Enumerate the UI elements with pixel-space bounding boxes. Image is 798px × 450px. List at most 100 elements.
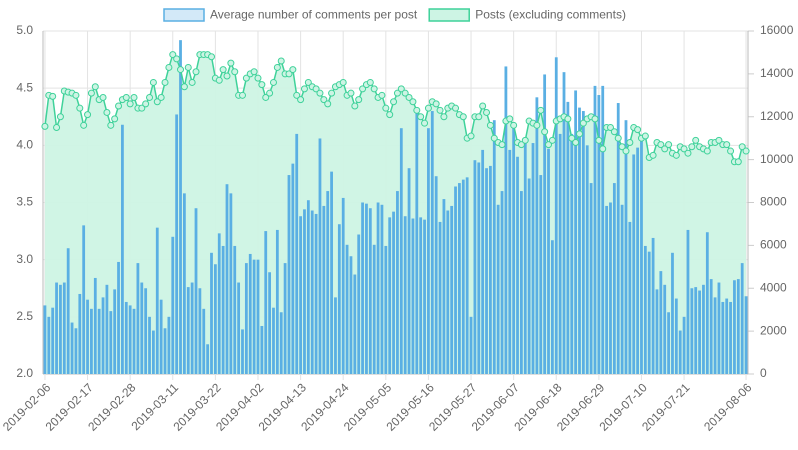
point — [680, 145, 688, 153]
bar — [179, 40, 182, 374]
point — [293, 91, 301, 99]
bar — [175, 114, 179, 375]
point — [269, 78, 277, 86]
bar — [299, 216, 302, 374]
bar — [411, 218, 415, 374]
bar — [237, 282, 241, 374]
point — [436, 106, 444, 114]
bar — [597, 95, 601, 374]
point — [184, 63, 192, 71]
bar — [136, 263, 140, 374]
bar — [244, 263, 248, 374]
bar — [213, 264, 217, 374]
point — [273, 63, 281, 71]
bar — [117, 261, 120, 374]
y2-tick-label: 14000 — [760, 66, 794, 80]
point — [250, 68, 258, 76]
point — [579, 119, 587, 127]
point — [49, 92, 57, 100]
bar — [272, 307, 275, 374]
point — [703, 147, 711, 155]
point — [87, 89, 95, 97]
point — [359, 85, 367, 93]
bar — [489, 165, 492, 374]
point — [548, 136, 556, 144]
bar — [357, 234, 361, 374]
y-tick-label: 3.5 — [16, 195, 33, 209]
bar — [550, 240, 554, 374]
bar — [361, 202, 364, 374]
bar — [519, 191, 523, 374]
bar — [562, 72, 566, 374]
point — [715, 136, 723, 144]
point — [254, 74, 262, 82]
point — [177, 66, 185, 74]
point — [219, 66, 227, 74]
bar — [202, 308, 206, 374]
bar — [225, 184, 229, 374]
point — [452, 104, 460, 112]
point — [649, 151, 657, 159]
point — [146, 93, 154, 101]
bar — [705, 232, 709, 374]
point — [324, 100, 332, 108]
point — [289, 66, 297, 74]
y2-tick-label: 6000 — [760, 238, 787, 252]
bar — [105, 284, 109, 374]
bar — [593, 85, 597, 374]
point — [475, 113, 483, 121]
bar — [427, 128, 430, 374]
bar — [612, 183, 616, 374]
bar — [671, 252, 674, 374]
bar — [93, 277, 97, 374]
point — [459, 113, 467, 121]
point — [401, 89, 409, 97]
point — [568, 134, 576, 142]
bar — [496, 204, 500, 374]
legend-label: Average number of comments per post — [210, 8, 418, 22]
bar — [159, 299, 163, 374]
point — [440, 113, 448, 121]
point — [300, 85, 308, 93]
point — [138, 104, 146, 112]
bar — [636, 147, 639, 374]
point — [591, 115, 599, 123]
bar — [643, 245, 647, 374]
bar — [341, 197, 345, 374]
bar — [399, 128, 403, 374]
bar — [698, 290, 701, 374]
point — [297, 96, 305, 104]
point — [122, 93, 130, 101]
y-tick-label: 5.0 — [16, 23, 33, 37]
y2-tick-label: 8000 — [760, 195, 787, 209]
bar — [171, 236, 175, 374]
bar — [221, 245, 225, 374]
bar — [709, 279, 713, 374]
bar — [74, 328, 78, 374]
bar — [152, 330, 155, 374]
y-tick-label: 4.5 — [16, 80, 33, 94]
bar — [306, 200, 310, 374]
bar — [322, 205, 326, 374]
point — [53, 123, 61, 131]
bar — [59, 284, 62, 374]
bar — [303, 209, 306, 374]
bar — [264, 231, 268, 374]
bar — [721, 301, 725, 374]
point — [355, 96, 363, 104]
point — [692, 136, 700, 144]
point — [316, 89, 324, 97]
point — [149, 78, 157, 86]
bar — [667, 312, 670, 374]
point — [169, 51, 177, 59]
bar — [527, 178, 531, 374]
point — [657, 141, 665, 149]
point — [521, 136, 529, 144]
bar — [66, 248, 70, 374]
bar — [531, 143, 535, 374]
point — [320, 96, 328, 104]
bar — [616, 103, 620, 374]
bar — [539, 175, 543, 374]
point — [572, 138, 580, 146]
bar — [295, 133, 299, 374]
